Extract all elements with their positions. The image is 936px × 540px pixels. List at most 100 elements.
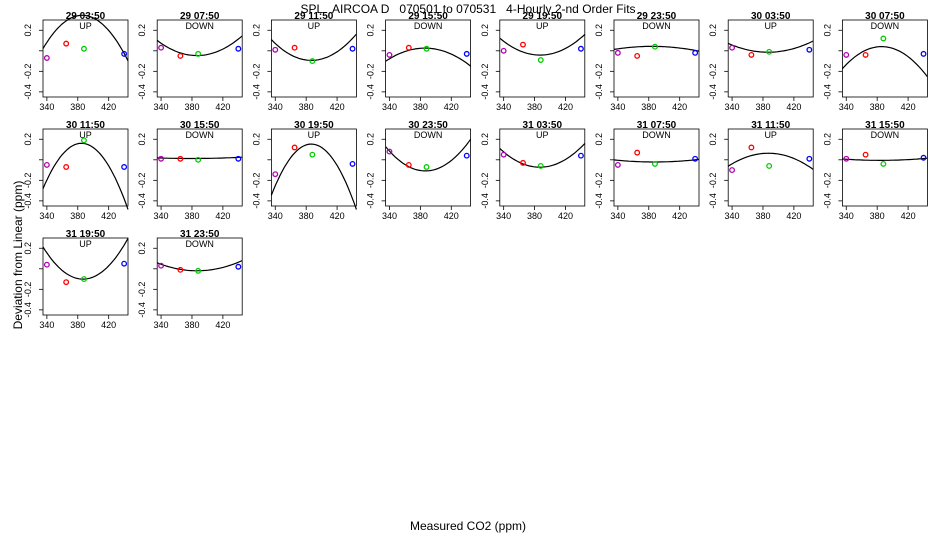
data-point — [235, 45, 242, 52]
x-tick-label: 380 — [184, 211, 199, 221]
y-tick-label: -0.4 — [594, 193, 604, 209]
data-point — [291, 144, 298, 151]
y-tick-label: -0.2 — [594, 64, 604, 80]
data-point — [195, 267, 202, 274]
data-point — [537, 163, 544, 169]
x-tick-label: 380 — [184, 102, 199, 112]
y-tick-label: -0.4 — [366, 84, 376, 100]
y-tick-label: 0.2 — [708, 24, 718, 37]
fit-curve — [727, 40, 814, 53]
data-point — [158, 155, 165, 162]
panel-frame — [156, 19, 243, 98]
x-tick-label: 340 — [839, 102, 854, 112]
fit-curve — [270, 143, 357, 210]
panel-mode-label: DOWN — [642, 21, 671, 31]
data-point — [463, 152, 470, 159]
y-tick-label: 0.2 — [251, 24, 261, 37]
data-point — [121, 260, 128, 267]
data-point — [652, 160, 658, 167]
data-point — [537, 57, 544, 63]
y-tick-label: -0.2 — [137, 173, 147, 189]
data-point — [920, 50, 927, 57]
y-tick-label: -0.4 — [23, 193, 33, 209]
panel-mode-label: DOWN — [414, 130, 443, 140]
data-point — [614, 161, 621, 168]
y-tick-label: -0.2 — [137, 64, 147, 80]
data-point — [405, 161, 412, 168]
x-tick-label: 380 — [641, 102, 656, 112]
fit-curve — [727, 152, 814, 170]
x-tick-label: 380 — [70, 211, 85, 221]
data-point — [309, 58, 316, 65]
panel-title: 29 03:50 — [66, 11, 106, 22]
x-tick-label: 420 — [901, 102, 916, 112]
x-tick-label: 380 — [299, 102, 314, 112]
fit-curve — [613, 45, 700, 52]
panel-mode-label: DOWN — [185, 239, 214, 249]
x-tick-label: 420 — [558, 102, 573, 112]
panel-mode-label: UP — [79, 239, 92, 249]
data-point — [386, 51, 393, 58]
panel-frame — [727, 128, 814, 207]
y-tick-label: 0.2 — [822, 24, 832, 37]
y-tick-label: 0.2 — [480, 133, 490, 146]
data-point — [63, 40, 70, 47]
x-tick-label: 420 — [672, 102, 687, 112]
y-tick-label: -0.2 — [23, 173, 33, 189]
data-point — [806, 155, 813, 162]
x-tick-label: 420 — [672, 211, 687, 221]
y-tick-label: -0.4 — [822, 84, 832, 100]
panel-frame — [42, 237, 129, 316]
x-tick-label: 380 — [527, 102, 542, 112]
x-tick-label: 340 — [610, 102, 625, 112]
y-tick-label: 0.2 — [822, 133, 832, 146]
data-point — [158, 44, 165, 51]
y-tick-label: -0.2 — [822, 64, 832, 80]
y-tick-label: -0.4 — [137, 193, 147, 209]
y-tick-label: 0.2 — [137, 24, 147, 37]
panel-frame — [842, 128, 928, 207]
data-point — [920, 154, 927, 161]
panel-mode-label: UP — [764, 130, 777, 140]
data-point — [177, 52, 184, 59]
panel-mode-label: DOWN — [185, 130, 214, 140]
y-tick-label: 0.2 — [366, 133, 376, 146]
x-tick-label: 380 — [870, 211, 885, 221]
data-point — [692, 155, 699, 162]
panel-frame — [385, 128, 472, 207]
x-tick-label: 380 — [413, 211, 428, 221]
y-tick-label: 0.2 — [366, 24, 376, 37]
y-tick-label: 0.2 — [251, 133, 261, 146]
y-tick-label: -0.4 — [251, 84, 261, 100]
x-tick-label: 380 — [184, 320, 199, 330]
panel-frame — [613, 128, 700, 207]
panel-frame — [270, 128, 357, 207]
x-tick-label: 380 — [70, 320, 85, 330]
x-tick-label: 340 — [154, 320, 169, 330]
y-tick-label: -0.4 — [251, 193, 261, 209]
y-tick-label: 0.2 — [137, 242, 147, 255]
fit-curve — [385, 47, 471, 67]
panel-title: 29 11:50 — [294, 11, 333, 22]
panel-frame — [385, 19, 472, 98]
x-tick-label: 340 — [496, 102, 511, 112]
data-point — [766, 48, 773, 55]
panel-mode-label: UP — [536, 21, 549, 31]
data-point — [520, 159, 526, 166]
data-point — [843, 155, 850, 162]
data-point — [349, 45, 356, 52]
fit-curve — [42, 14, 129, 62]
data-point — [614, 49, 621, 56]
panel-mode-label: DOWN — [871, 130, 900, 140]
data-point — [177, 155, 184, 162]
data-point — [880, 35, 887, 42]
x-tick-label: 380 — [70, 102, 85, 112]
